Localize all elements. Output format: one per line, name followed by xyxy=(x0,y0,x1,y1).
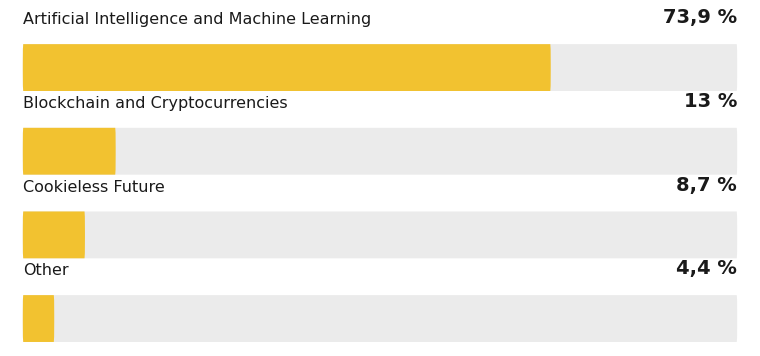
FancyBboxPatch shape xyxy=(23,128,116,175)
Text: 73,9 %: 73,9 % xyxy=(663,9,737,27)
Text: Blockchain and Cryptocurrencies: Blockchain and Cryptocurrencies xyxy=(23,96,287,111)
FancyBboxPatch shape xyxy=(23,211,85,258)
FancyBboxPatch shape xyxy=(23,211,737,258)
FancyBboxPatch shape xyxy=(23,44,551,91)
Text: 4,4 %: 4,4 % xyxy=(676,260,737,278)
FancyBboxPatch shape xyxy=(23,128,737,175)
Text: 8,7 %: 8,7 % xyxy=(676,176,737,195)
FancyBboxPatch shape xyxy=(23,44,737,91)
FancyBboxPatch shape xyxy=(23,295,54,342)
Text: Cookieless Future: Cookieless Future xyxy=(23,180,165,195)
FancyBboxPatch shape xyxy=(23,295,737,342)
Text: Other: Other xyxy=(23,263,68,278)
Text: 13 %: 13 % xyxy=(684,92,737,111)
Text: Artificial Intelligence and Machine Learning: Artificial Intelligence and Machine Lear… xyxy=(23,12,371,27)
